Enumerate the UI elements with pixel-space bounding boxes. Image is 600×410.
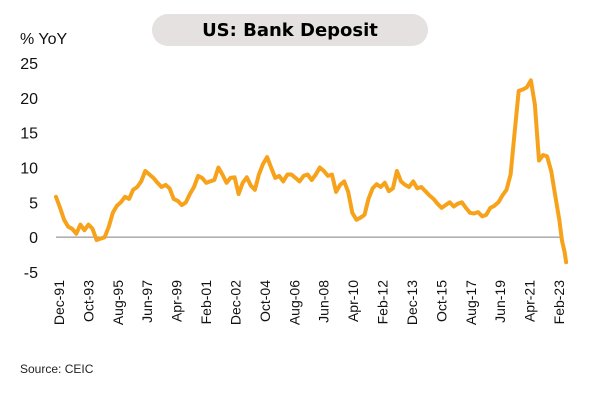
y-tick-label: 15 (20, 126, 38, 143)
x-tick-label: Feb-01 (198, 280, 214, 325)
series-line-0 (54, 78, 569, 265)
x-tick-label: Feb-23 (551, 280, 567, 325)
chart-title-pill: US: Bank Deposit (152, 14, 428, 46)
x-tick-label: Jun-08 (316, 280, 332, 323)
x-tick-label: Dec-13 (404, 280, 420, 325)
x-tick-label: Oct-93 (80, 280, 96, 322)
x-tick-label: Jun-97 (139, 280, 155, 323)
y-axis-ticks: 25 20 15 10 5 0 -5 (20, 56, 38, 282)
x-tick-label: Dec-02 (227, 280, 243, 325)
x-tick-label: Apr-10 (345, 280, 361, 322)
x-tick-label: Oct-15 (433, 280, 449, 322)
x-tick-label: Aug-17 (463, 280, 479, 325)
y-tick-label: 5 (29, 195, 38, 212)
chart-title: US: Bank Deposit (202, 19, 378, 41)
x-tick-label: Feb-12 (375, 280, 391, 325)
x-tick-label: Jun-19 (492, 280, 508, 323)
y-tick-label: 20 (20, 91, 38, 108)
x-tick-label: Apr-99 (169, 280, 185, 322)
y-tick-label: 25 (20, 56, 38, 73)
series-lines (54, 78, 569, 265)
x-tick-label: Apr-21 (522, 280, 538, 322)
x-tick-label: Aug-06 (286, 280, 302, 325)
x-axis-ticks: Dec-91 Oct-93 Aug-95 Jun-97 Apr-99 Feb-01 Dec-… (51, 280, 567, 325)
y-tick-label: 10 (20, 161, 38, 178)
y-tick-label: -5 (24, 265, 38, 282)
x-tick-label: Dec-91 (51, 280, 67, 325)
x-tick-label: Aug-95 (110, 280, 126, 325)
y-tick-label: 0 (29, 230, 38, 247)
x-tick-label: Oct-04 (257, 280, 273, 322)
y-axis-unit-label: % YoY (20, 31, 68, 48)
source-note: Source: CEIC (20, 362, 94, 376)
